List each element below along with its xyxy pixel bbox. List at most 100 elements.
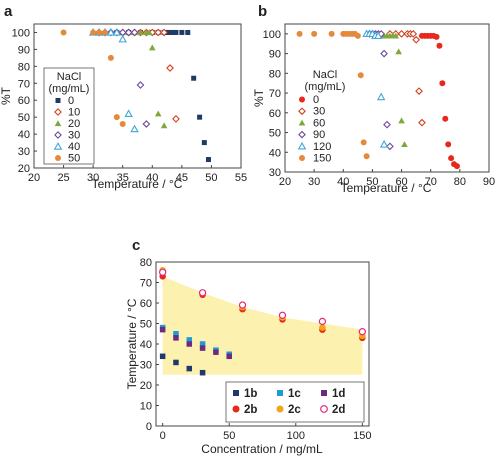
x-tick-label: 40	[146, 172, 158, 184]
legend-label-2c: 2c	[288, 404, 301, 416]
legend-marker-0	[55, 98, 61, 103]
y-ticks-a: 20 30 40 50 60 70 80 90 100	[12, 27, 37, 175]
data-point-40	[124, 109, 133, 117]
data-point-0	[445, 141, 452, 148]
x-tick-label: 100	[287, 430, 305, 442]
x-axis-label-a: Temperature / °C	[92, 177, 183, 191]
legend-marker-60	[298, 119, 306, 126]
y-tick-label: 90	[269, 49, 281, 61]
data-point-50	[96, 29, 103, 36]
y-tick-label: 40	[269, 147, 281, 159]
y-tick-label: 70	[269, 88, 281, 100]
data-point-10	[166, 64, 174, 72]
y-ticks-b: 30 40 50 60 70 80 90 100	[263, 29, 288, 179]
y-axis-label-a: %T	[0, 86, 13, 105]
data-point-1d	[226, 353, 232, 360]
y-tick-label: 50	[269, 128, 281, 140]
data-point-60	[401, 141, 408, 148]
data-point-0	[197, 114, 203, 120]
data-point-20	[137, 29, 144, 36]
data-point-30	[136, 81, 145, 89]
y-tick-label: 10	[140, 401, 152, 413]
legend-box-a	[43, 67, 95, 165]
plot-frame-a	[33, 23, 242, 169]
y-tick-label: 60	[18, 95, 30, 107]
legend-label-50: 50	[68, 153, 80, 165]
legend-label-1c: 1c	[288, 388, 301, 400]
data-point-50	[107, 54, 114, 61]
data-point-150	[357, 72, 364, 79]
x-tick-label: 35	[117, 172, 129, 184]
data-point-0	[442, 115, 449, 122]
y-ticks-c: 0 10 20 30 40 50 60 70 80	[140, 257, 159, 433]
data-point-60	[392, 32, 400, 39]
data-point-0	[191, 75, 197, 81]
x-tick-label: 70	[425, 176, 437, 188]
data-point-0	[433, 33, 440, 40]
data-point-150	[354, 32, 361, 39]
legend-box-c	[225, 381, 365, 423]
x-axis-label-c: Concentration / mg/mL	[201, 442, 323, 456]
data-point-150	[360, 139, 367, 146]
legend-marker-0	[299, 96, 305, 103]
legend-marker-2c	[276, 405, 284, 413]
x-ticks-a: 20 25 30 35 40 45 50 55	[28, 165, 247, 184]
data-point-90	[386, 142, 394, 151]
y-tick-label: 90	[18, 44, 30, 56]
data-point-1d	[159, 326, 166, 333]
y-tick-label: 40	[18, 129, 30, 141]
data-point-0	[173, 29, 179, 35]
data-point-40	[130, 124, 139, 133]
y-tick-label: 60	[140, 298, 152, 310]
data-point-1d	[213, 349, 219, 355]
data-point-0	[205, 157, 211, 163]
x-tick-label: 40	[337, 176, 349, 188]
legend-label-2b: 2b	[244, 404, 257, 416]
data-point-0	[185, 29, 191, 35]
data-point-50	[90, 29, 97, 36]
legend-title-line2-a: (mg/mL)	[49, 83, 90, 95]
y-tick-label: 100	[263, 29, 281, 41]
data-point-50	[119, 120, 126, 127]
data-point-30	[124, 28, 133, 37]
data-point-0	[436, 42, 443, 49]
legend-items-c: 1b 1c 1d 2b 2c 2d	[232, 388, 345, 416]
data-point-30	[418, 118, 426, 127]
x-tick-label: 25	[57, 172, 69, 184]
y-tick-label: 20	[140, 380, 152, 392]
y-tick-label: 60	[269, 108, 281, 120]
data-point-2d	[278, 311, 287, 319]
data-point-120	[379, 139, 389, 148]
legend-title-line2-b: (mg/mL)	[305, 81, 346, 93]
data-point-150	[296, 30, 303, 37]
y-tick-label: 50	[18, 112, 30, 124]
legend-marker-90	[298, 130, 306, 139]
x-tick-label: 50	[366, 176, 378, 188]
legend-marker-2b	[232, 405, 240, 413]
data-point-20	[160, 122, 168, 129]
data-point-150	[328, 30, 335, 37]
data-point-1b	[186, 365, 193, 372]
data-point-1b	[159, 353, 166, 360]
legend-label-1b: 1b	[244, 388, 257, 400]
x-tick-label: 50	[223, 430, 235, 442]
legend-title-line1-b: NaCl	[313, 69, 337, 81]
x-axis-label-b: Temperature / °C	[341, 181, 432, 195]
x-tick-label: 80	[454, 176, 466, 188]
data-point-90	[383, 120, 391, 129]
data-point-1c	[199, 341, 206, 347]
legend-marker-10	[54, 108, 62, 116]
data-point-40	[106, 28, 116, 36]
data-point-1b	[199, 369, 206, 376]
panel-label-c: c	[132, 237, 140, 254]
data-point-60	[395, 48, 402, 55]
data-point-30	[142, 120, 151, 128]
legend-label-0: 0	[68, 95, 74, 107]
y-tick-label: 80	[269, 68, 281, 80]
x-tick-label: 20	[279, 176, 291, 188]
data-point-0	[201, 140, 207, 146]
data-point-1c	[173, 331, 179, 337]
